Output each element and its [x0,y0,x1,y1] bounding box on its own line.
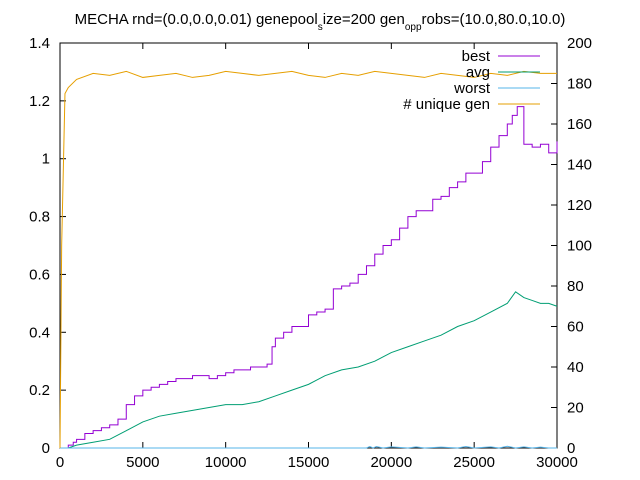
legend-label-unique-gen: # unique gen [403,96,490,113]
y2-tick-label: 0 [567,440,575,457]
y-tick-label: 0.2 [29,382,50,399]
y2-tick-label: 100 [567,238,592,255]
x-tick-label: 0 [56,454,64,471]
legend-label-best: best [462,48,491,65]
y-tick-label: 1.2 [29,93,50,110]
x-tick-label: 25000 [453,454,495,471]
series-line-worst [60,445,557,449]
series-line-best [60,106,558,449]
x-tick-label: 10000 [205,454,247,471]
y-tick-label: 0.6 [29,266,50,283]
x-tick-label: 15000 [288,454,330,471]
y2-tick-label: 200 [567,35,592,52]
y-tick-label: 0 [42,440,50,457]
y2-tick-label: 140 [567,157,592,174]
series-line-avg [60,291,558,449]
x-tick-label: 5000 [126,454,159,471]
legend-label-avg: avg [466,64,490,81]
y2-tick-label: 160 [567,116,592,133]
y-tick-label: 1.4 [29,35,50,52]
y2-tick-label: 80 [567,278,584,295]
y-tick-label: 1 [42,151,50,168]
series-line-unique-gen [59,70,557,449]
chart-title: MECHA rnd=(0.0,0.0,0.01) genepoolsize=20… [75,11,566,33]
y2-tick-label: 180 [567,76,592,93]
plot-area: 0 5000 10000 15000 20000 25000 3000000.20.40.6… [29,35,592,471]
y2-tick-label: 20 [567,400,584,417]
x-tick-label: 20000 [370,454,412,471]
y2-tick-label: 120 [567,197,592,214]
y-tick-label: 0.8 [29,209,50,226]
legend-label-worst: worst [453,80,491,97]
y2-tick-label: 40 [567,359,584,376]
y-tick-label: 0.4 [29,324,50,341]
x-tick-label: 30000 [536,454,578,471]
y2-tick-label: 60 [567,319,584,336]
